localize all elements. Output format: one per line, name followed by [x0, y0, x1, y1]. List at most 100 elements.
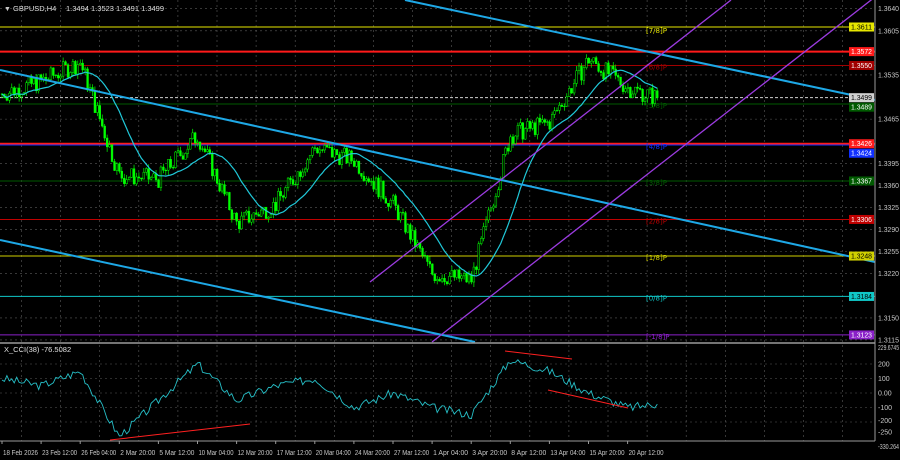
candle: [211, 153, 214, 177]
candle: [462, 273, 466, 277]
candle: [108, 144, 111, 148]
price-level-tag-label: 1.3123: [851, 332, 872, 339]
cci-tick-label: 200: [878, 362, 890, 369]
candle: [607, 62, 610, 75]
candle: [318, 149, 322, 154]
candle: [196, 141, 199, 144]
candle: [145, 168, 148, 173]
candle: [74, 61, 77, 75]
trend-line: [0, 69, 876, 263]
candle: [76, 64, 79, 75]
price-tick-label: 1.3220: [878, 271, 899, 278]
candle: [472, 266, 476, 283]
candle: [455, 269, 458, 278]
price-tick-label: 1.3150: [878, 315, 899, 322]
candle: [621, 84, 625, 92]
candle: [194, 132, 197, 144]
candle: [181, 155, 185, 160]
price-level-tag: [849, 148, 874, 158]
murrey-level-label: [1/8]P: [646, 254, 667, 262]
candle: [414, 230, 417, 248]
candle: [426, 255, 429, 262]
candle: [423, 254, 427, 257]
candle: [484, 219, 488, 227]
candle: [135, 176, 138, 185]
candle: [377, 177, 380, 198]
candle: [568, 88, 571, 97]
candle: [167, 159, 170, 171]
time-tick-label: 1 Apr 04:00: [433, 450, 468, 457]
candle: [308, 155, 312, 161]
divergence-line: [547, 389, 629, 409]
candle: [458, 269, 461, 279]
candle: [355, 160, 358, 167]
candle: [326, 145, 329, 148]
price-level-tag-label: 1.3489: [851, 105, 872, 112]
candle: [511, 136, 515, 144]
moving-average-line: [1, 69, 658, 277]
candle: [379, 180, 383, 198]
candle: [546, 121, 549, 123]
candle: [59, 75, 62, 79]
candle: [374, 177, 378, 190]
candle: [169, 159, 172, 168]
time-tick-label: 26 Feb 04:00: [81, 450, 116, 457]
candle: [646, 89, 649, 99]
cci-tick-label: -200: [878, 418, 892, 425]
candle: [550, 114, 554, 130]
candle: [228, 192, 231, 211]
candle: [489, 207, 493, 211]
candle: [25, 82, 28, 93]
price-level-tag-label: 1.3424: [851, 151, 872, 158]
candle: [360, 173, 363, 177]
candle: [597, 63, 600, 72]
trend-line: [0, 239, 476, 343]
candle: [480, 238, 483, 244]
candle: [648, 87, 652, 91]
candle: [250, 218, 253, 223]
candle: [531, 122, 534, 129]
candle: [284, 187, 287, 198]
candle: [286, 177, 290, 188]
candle: [599, 71, 603, 73]
candle: [343, 147, 346, 153]
murrey-level-label: [-1/8]P: [646, 333, 669, 341]
candle: [115, 163, 119, 171]
candle: [301, 171, 304, 177]
cci-tick-label: -330.264: [878, 444, 899, 451]
price-tick-label: 1.3465: [878, 117, 899, 124]
candle: [394, 195, 397, 206]
candle: [406, 224, 410, 233]
candle: [565, 96, 568, 107]
candle: [242, 212, 246, 217]
cci-tick-label: 100: [878, 376, 890, 383]
candle: [396, 205, 400, 221]
candle: [123, 177, 126, 184]
candle: [548, 121, 551, 130]
candle: [436, 279, 439, 282]
candle: [152, 173, 155, 178]
candle: [370, 181, 373, 183]
candle: [328, 146, 331, 148]
candle: [362, 175, 366, 181]
time-tick-label: 15 Apr 20:00: [590, 450, 625, 457]
candle: [130, 168, 133, 178]
candle: [350, 150, 353, 162]
candle: [389, 200, 392, 207]
price-level-tag-label: 1.3611: [851, 25, 872, 32]
price-level-tag-label: 1.3306: [851, 217, 872, 224]
candle: [570, 88, 573, 94]
price-level-tag: [849, 139, 874, 149]
candle: [71, 61, 75, 73]
candle: [83, 68, 87, 71]
candle: [32, 78, 35, 84]
candle: [445, 281, 449, 285]
candle: [384, 198, 388, 204]
price-level-tag: [849, 176, 874, 186]
price-level-tag-label: 1.3367: [851, 178, 872, 185]
candle: [225, 192, 229, 195]
candle: [612, 65, 615, 70]
candle: [335, 149, 339, 155]
